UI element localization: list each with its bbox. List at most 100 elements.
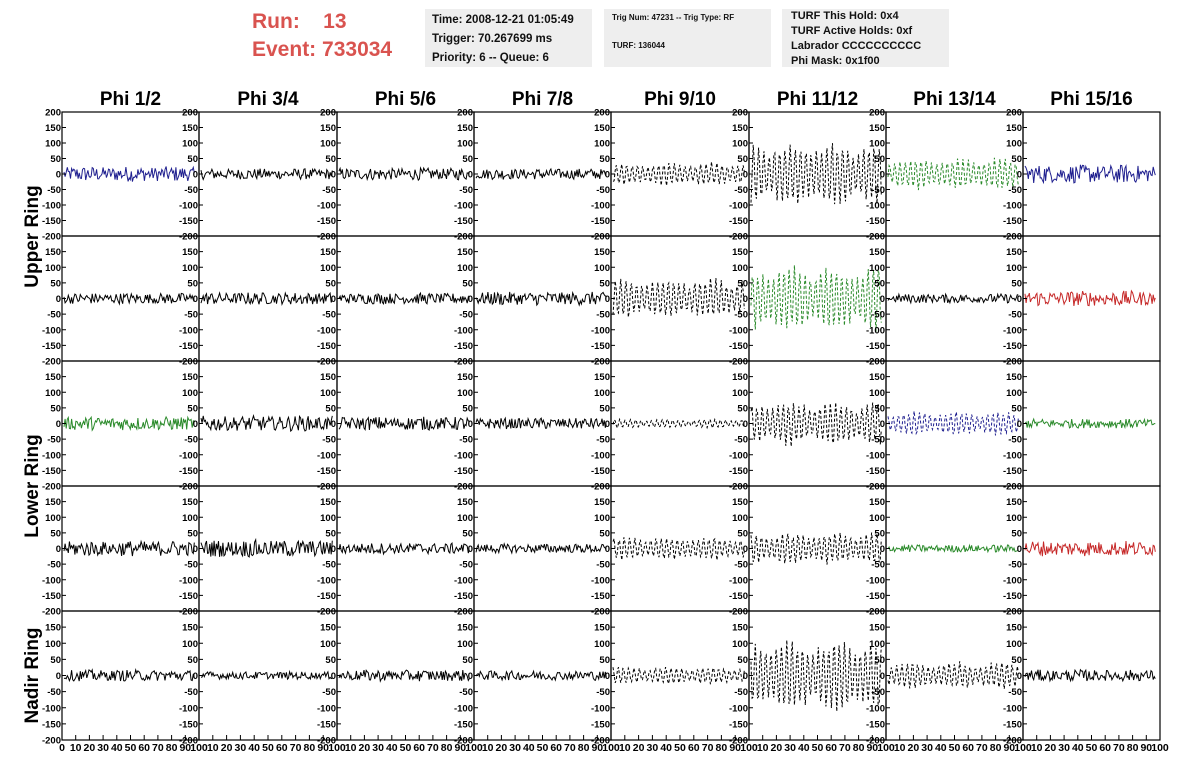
y-tick-label: -150 bbox=[591, 341, 610, 352]
x-tick-label: 30 bbox=[97, 742, 109, 754]
y-tick-label: -150 bbox=[317, 719, 336, 730]
y-tick-label: 0 bbox=[468, 544, 473, 555]
x-tick-label: 0 bbox=[59, 742, 65, 754]
y-tick-label: -100 bbox=[1003, 201, 1022, 212]
y-tick-label: 150 bbox=[1006, 123, 1022, 134]
y-tick-label: -100 bbox=[317, 703, 336, 714]
y-tick-label: 0 bbox=[743, 419, 748, 430]
y-tick-label: 50 bbox=[874, 154, 885, 165]
y-tick-label: -50 bbox=[871, 560, 885, 571]
waveform-trace bbox=[63, 539, 195, 557]
column-header-3: Phi 5/6 bbox=[375, 89, 436, 110]
y-tick-label: -200 bbox=[454, 607, 473, 618]
waveform-trace bbox=[200, 291, 333, 307]
x-tick-label: 40 bbox=[798, 742, 810, 754]
x-tick-label: 100 bbox=[602, 742, 620, 754]
y-tick-label: 0 bbox=[468, 671, 473, 682]
y-tick-label: 150 bbox=[457, 623, 473, 634]
y-tick-label: -150 bbox=[1003, 591, 1022, 602]
waveform-trace bbox=[750, 402, 882, 447]
y-tick-label: -50 bbox=[1008, 435, 1022, 446]
y-tick-label: 0 bbox=[331, 419, 336, 430]
y-tick-label: -200 bbox=[591, 736, 610, 747]
x-tick-label: 40 bbox=[935, 742, 947, 754]
y-tick-label: 0 bbox=[193, 544, 198, 555]
y-tick-label: 50 bbox=[874, 403, 885, 414]
y-tick-label: -100 bbox=[591, 325, 610, 336]
ring-label-2: Lower Ring bbox=[22, 434, 43, 537]
waveform-trace bbox=[475, 416, 607, 430]
waveform-trace bbox=[338, 291, 470, 306]
y-tick-label: -150 bbox=[317, 466, 336, 477]
y-tick-label: 100 bbox=[457, 139, 473, 150]
y-tick-label: -150 bbox=[42, 591, 61, 602]
ring-label-3: Nadir Ring bbox=[22, 627, 43, 723]
waveform-trace bbox=[475, 669, 607, 682]
x-tick-label: 10 bbox=[1031, 742, 1043, 754]
x-tick-label: 60 bbox=[413, 742, 425, 754]
y-tick-label: -50 bbox=[47, 687, 61, 698]
column-header-4: Phi 7/8 bbox=[512, 89, 573, 110]
y-tick-label: -200 bbox=[729, 607, 748, 618]
y-tick-label: -150 bbox=[454, 591, 473, 602]
y-tick-label: 100 bbox=[732, 639, 748, 650]
y-tick-label: -100 bbox=[42, 201, 61, 212]
y-tick-label: 0 bbox=[880, 419, 885, 430]
y-tick-label: 0 bbox=[56, 419, 61, 430]
y-tick-label: 100 bbox=[45, 513, 61, 524]
y-tick-label: -100 bbox=[179, 575, 198, 586]
waveform-trace bbox=[612, 277, 745, 318]
y-tick-label: 150 bbox=[594, 247, 610, 258]
y-tick-label: -200 bbox=[179, 607, 198, 618]
y-tick-label: -50 bbox=[734, 185, 748, 196]
waveform-trace bbox=[750, 532, 882, 565]
y-tick-label: -150 bbox=[1003, 216, 1022, 227]
y-tick-label: 50 bbox=[187, 154, 198, 165]
y-tick-label: 50 bbox=[187, 655, 198, 666]
x-tick-label: 60 bbox=[688, 742, 700, 754]
y-tick-label: -50 bbox=[322, 310, 336, 321]
y-tick-label: -200 bbox=[317, 482, 336, 493]
x-tick-label: 100 bbox=[1151, 742, 1169, 754]
y-tick-label: -50 bbox=[734, 560, 748, 571]
waveform-trace bbox=[1024, 289, 1156, 307]
x-tick-label: 60 bbox=[962, 742, 974, 754]
panel-r1-c8 bbox=[1022, 111, 1161, 237]
y-tick-label: 0 bbox=[605, 544, 610, 555]
y-tick-label: -50 bbox=[459, 560, 473, 571]
y-tick-label: -100 bbox=[866, 575, 885, 586]
trig-info-box: Trig Num: 47231 -- Trig Type: RF TURF: 1… bbox=[604, 9, 771, 67]
y-tick-label: 0 bbox=[605, 294, 610, 305]
y-tick-label: -50 bbox=[322, 435, 336, 446]
y-tick-label: -50 bbox=[184, 687, 198, 698]
y-tick-label: 150 bbox=[594, 497, 610, 508]
waveform-trace bbox=[750, 265, 882, 333]
waveform-trace bbox=[338, 542, 470, 556]
y-tick-label: 0 bbox=[468, 419, 473, 430]
x-tick-label: 40 bbox=[386, 742, 398, 754]
y-tick-label: 0 bbox=[193, 170, 198, 181]
y-tick-label: 100 bbox=[45, 263, 61, 274]
y-tick-label: 200 bbox=[594, 108, 610, 119]
y-tick-label: -150 bbox=[1003, 466, 1022, 477]
run-label: Run: bbox=[252, 10, 300, 33]
y-tick-label: 150 bbox=[732, 623, 748, 634]
x-tick-label: 30 bbox=[921, 742, 933, 754]
y-tick-label: -50 bbox=[322, 185, 336, 196]
y-tick-label: 150 bbox=[457, 247, 473, 258]
y-tick-label: -100 bbox=[454, 325, 473, 336]
x-tick-label: 10 bbox=[619, 742, 631, 754]
x-tick-label: 90 bbox=[1003, 742, 1015, 754]
y-tick-label: -50 bbox=[47, 435, 61, 446]
y-tick-label: 100 bbox=[732, 513, 748, 524]
y-tick-label: -200 bbox=[42, 736, 61, 747]
y-tick-label: -150 bbox=[42, 719, 61, 730]
y-tick-label: 100 bbox=[457, 639, 473, 650]
y-tick-label: 100 bbox=[1006, 513, 1022, 524]
y-tick-label: -200 bbox=[179, 736, 198, 747]
y-tick-label: 150 bbox=[1006, 372, 1022, 383]
y-tick-label: 150 bbox=[732, 247, 748, 258]
y-tick-label: -100 bbox=[591, 201, 610, 212]
y-tick-label: -200 bbox=[866, 607, 885, 618]
